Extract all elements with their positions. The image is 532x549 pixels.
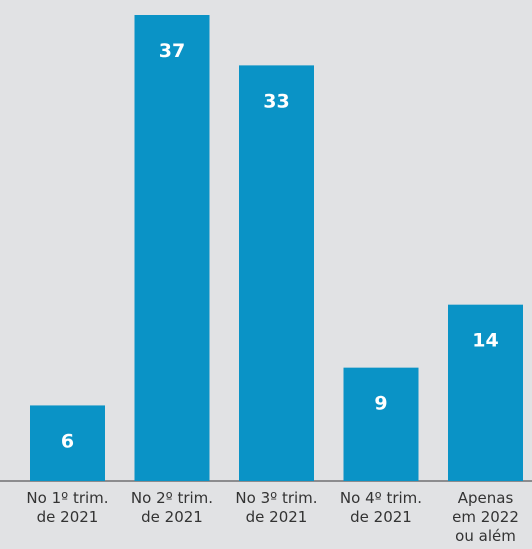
bar-value-label-2: 37	[159, 40, 185, 62]
x-tick-label-line: em 2022	[452, 508, 519, 526]
x-tick-label-5: Apenas em 2022 ou além	[452, 489, 519, 545]
data-labels-group: 6 37 33 9 14	[61, 40, 499, 452]
x-tick-label-line: No 3º trim.	[235, 489, 317, 507]
bar-1	[30, 405, 105, 481]
x-tick-label-line: No 2º trim.	[131, 489, 213, 507]
bar-value-label-1: 6	[61, 430, 74, 452]
bar-3	[239, 65, 314, 481]
bar-2	[134, 15, 210, 481]
x-tick-label-line: de 2021	[37, 508, 99, 526]
x-tick-label-2: No 2º trim. de 2021	[131, 489, 213, 526]
x-tick-label-4: No 4º trim. de 2021	[340, 489, 422, 526]
bars-group	[30, 15, 523, 481]
x-tick-label-3: No 3º trim. de 2021	[235, 489, 317, 526]
x-tick-label-line: de 2021	[246, 508, 308, 526]
x-tick-label-line: de 2021	[141, 508, 203, 526]
x-tick-label-line: No 4º trim.	[340, 489, 422, 507]
bar-5	[448, 304, 523, 481]
x-tick-label-line: Apenas	[458, 489, 514, 507]
x-tick-label-1: No 1º trim. de 2021	[26, 489, 108, 526]
bar-4	[343, 367, 419, 481]
bar-value-label-3: 33	[263, 90, 289, 112]
bar-value-label-5: 14	[472, 330, 498, 352]
x-tick-label-line: de 2021	[350, 508, 412, 526]
x-tick-label-line: ou além	[455, 527, 516, 545]
bar-value-label-4: 9	[374, 393, 387, 415]
x-tick-label-line: No 1º trim.	[26, 489, 108, 507]
